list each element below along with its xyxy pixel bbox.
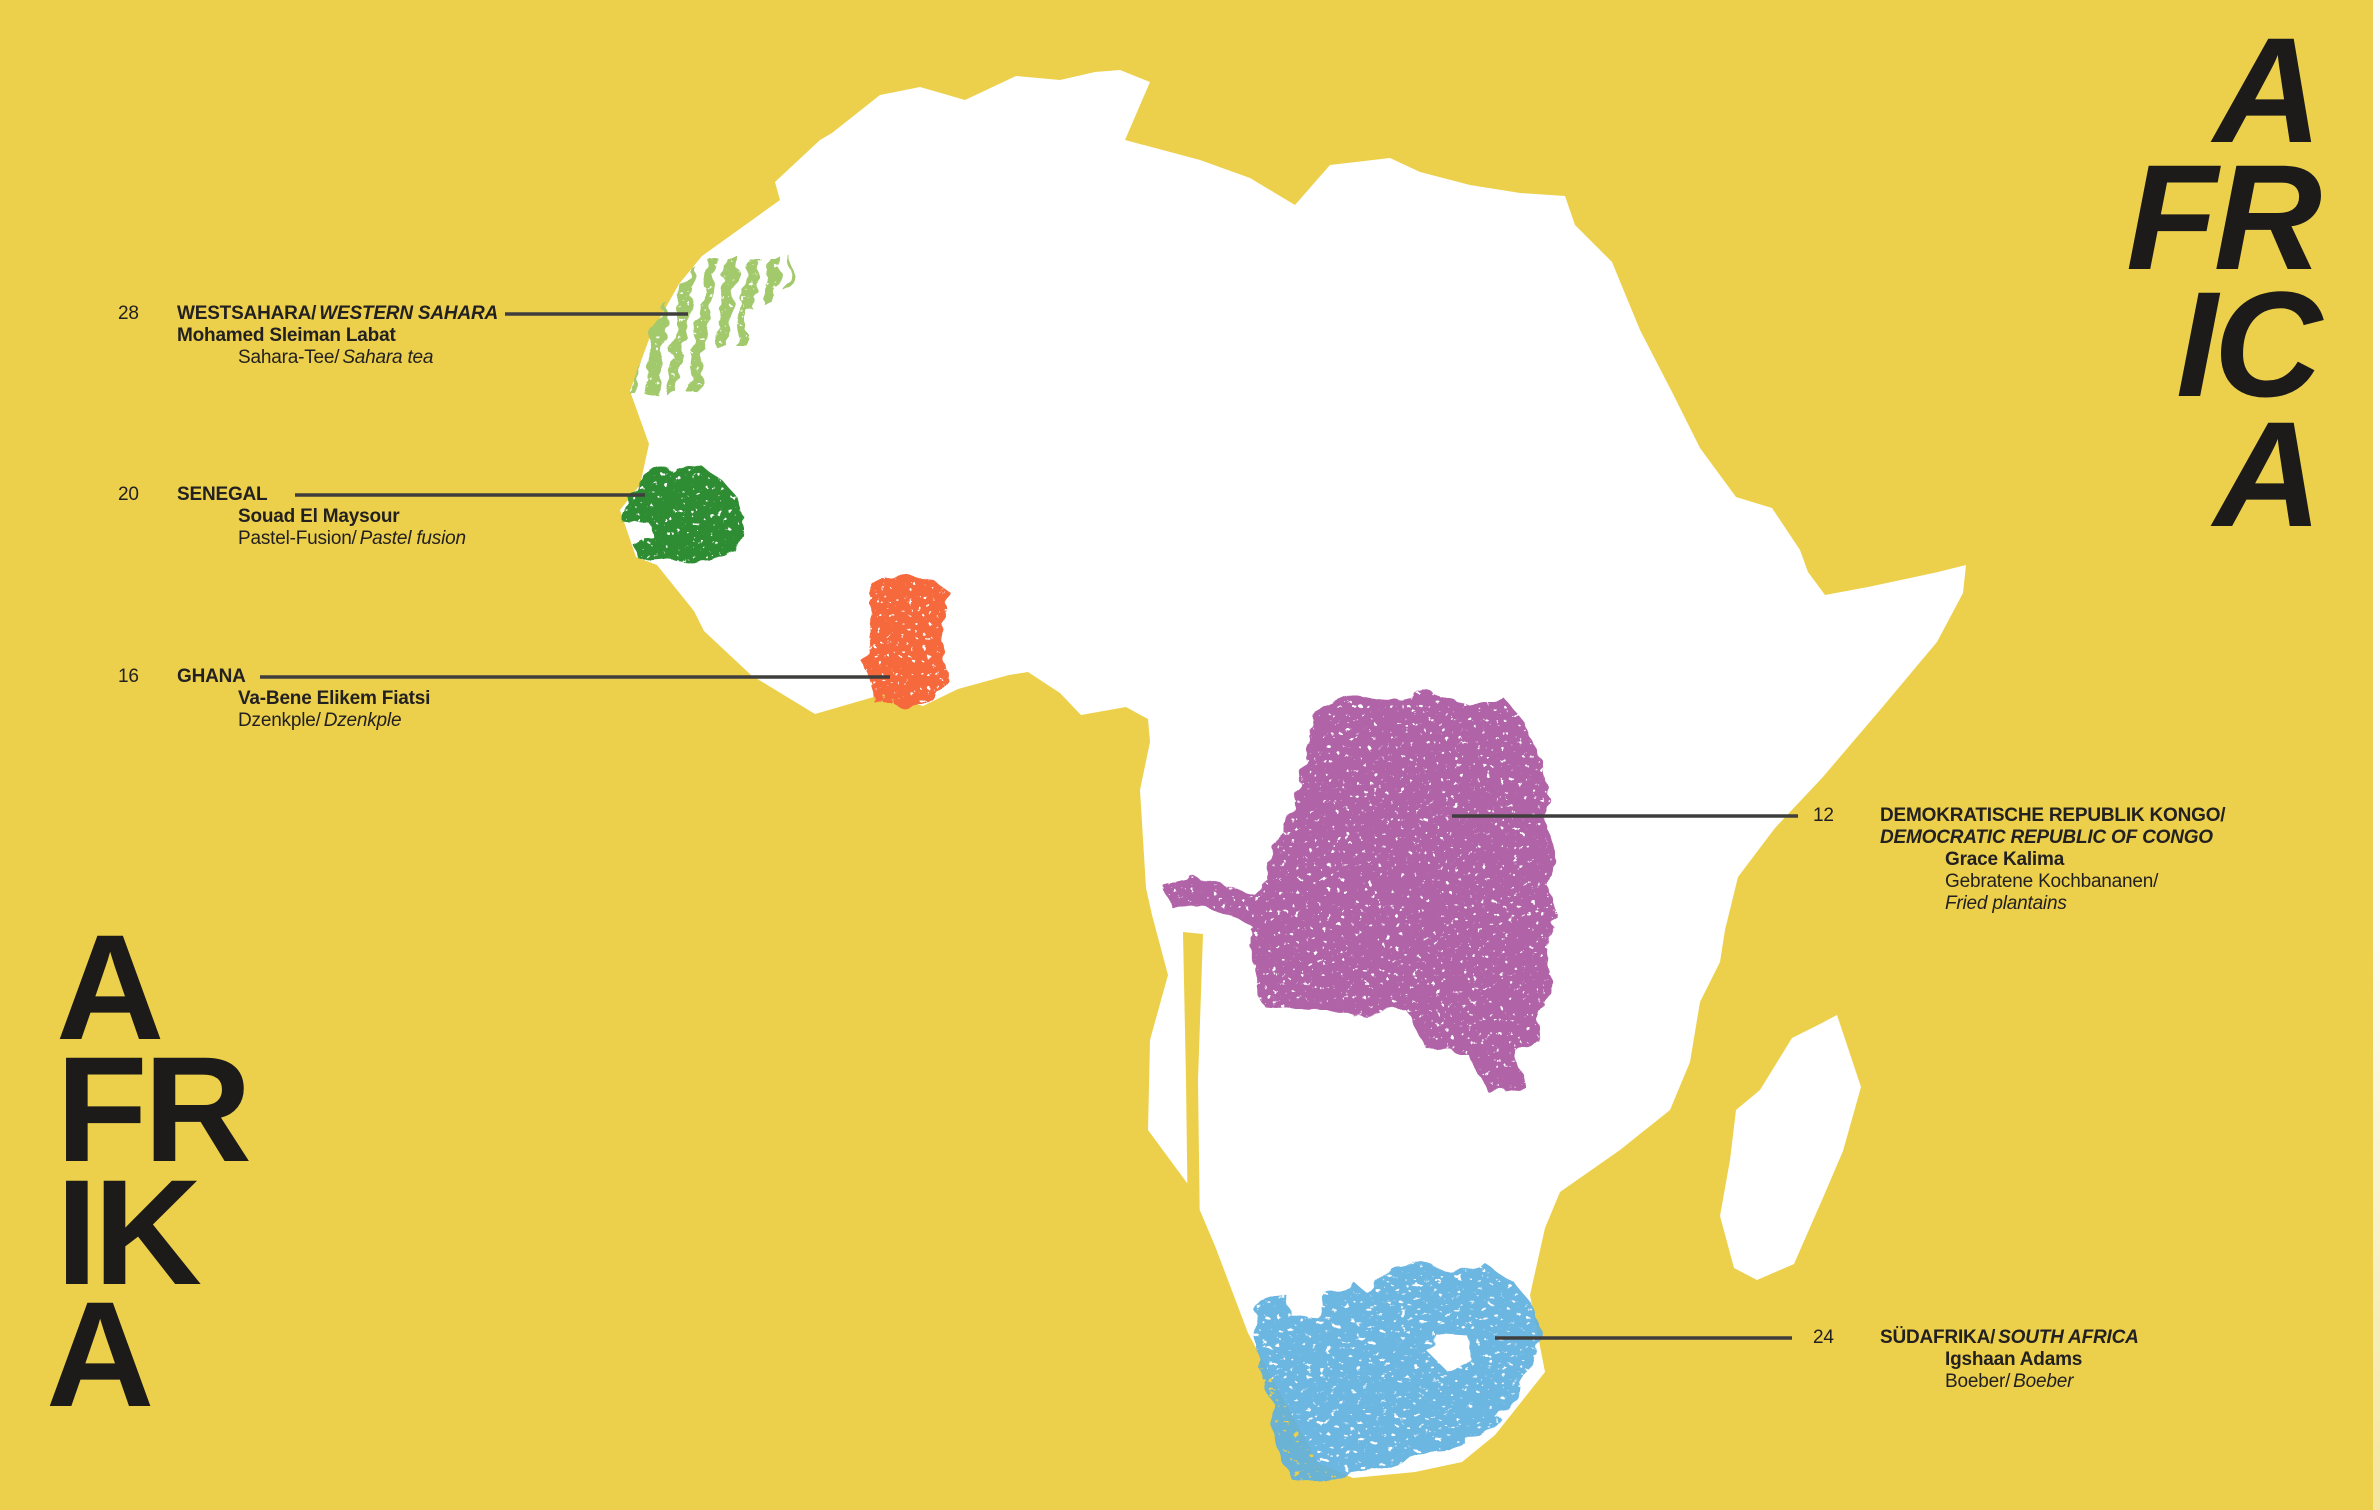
country-title: SENEGAL bbox=[177, 484, 268, 505]
afrika-wordmark-row-3: IK bbox=[56, 1148, 202, 1316]
region-senegal bbox=[622, 466, 744, 562]
afrika-wordmark-row-4: A bbox=[46, 1270, 154, 1438]
artist-name: Igshaan Adams bbox=[1945, 1349, 2083, 1370]
africa-wordmark-row-2: FR bbox=[2126, 133, 2322, 301]
africa-wordmark-row-1: A bbox=[2213, 6, 2322, 174]
artist-name: Va-Bene Elikem Fiatsi bbox=[238, 688, 431, 709]
region-south-africa bbox=[1252, 1262, 1540, 1480]
page-number: 20 bbox=[118, 484, 139, 505]
dish-name: Boeber/Boeber bbox=[1945, 1371, 2074, 1392]
dish-name: Sahara-Tee/Sahara tea bbox=[238, 347, 434, 368]
page-gutter-gap bbox=[1183, 932, 1203, 1235]
page-number: 28 bbox=[118, 303, 139, 324]
country-title: GHANA bbox=[177, 666, 246, 687]
artist-name: Grace Kalima bbox=[1945, 849, 2065, 870]
afrika-wordmark-row-1: A bbox=[56, 903, 164, 1071]
region-dr-congo bbox=[1164, 692, 1558, 1094]
page-number: 16 bbox=[118, 666, 139, 687]
africa-wordmark-row-4: A bbox=[2213, 390, 2322, 558]
africa-wordmark-row-3: IC bbox=[2176, 260, 2322, 428]
africa-mainland-silhouette bbox=[620, 70, 1966, 1478]
region-ghana bbox=[864, 576, 948, 708]
dish-name: Pastel-Fusion/Pastel fusion bbox=[238, 528, 466, 549]
page-number: 12 bbox=[1813, 805, 1834, 826]
sinai-silhouette bbox=[1532, 218, 1560, 262]
country-title: WESTSAHARA/WESTERN SAHARA bbox=[177, 303, 499, 324]
dish-name: Dzenkple/Dzenkple bbox=[238, 710, 402, 731]
madagascar-silhouette bbox=[1720, 1015, 1861, 1280]
page-edge-strip bbox=[2373, 0, 2380, 1510]
region-western-sahara bbox=[630, 258, 792, 394]
dish-name: Gebratene Kochbananen/Fried plantains bbox=[1945, 871, 2159, 914]
artist-name: Mohamed Sleiman Labat bbox=[177, 325, 396, 346]
artist-name: Souad El Maysour bbox=[238, 506, 400, 527]
country-title: SÜDAFRIKA/SOUTH AFRICA bbox=[1880, 1327, 2139, 1348]
page-number: 24 bbox=[1813, 1327, 1834, 1348]
country-title: DEMOKRATISCHE REPUBLIK KONGO/DEMOCRATIC … bbox=[1880, 805, 2226, 848]
afrika-wordmark-row-2: FR bbox=[56, 1025, 252, 1193]
